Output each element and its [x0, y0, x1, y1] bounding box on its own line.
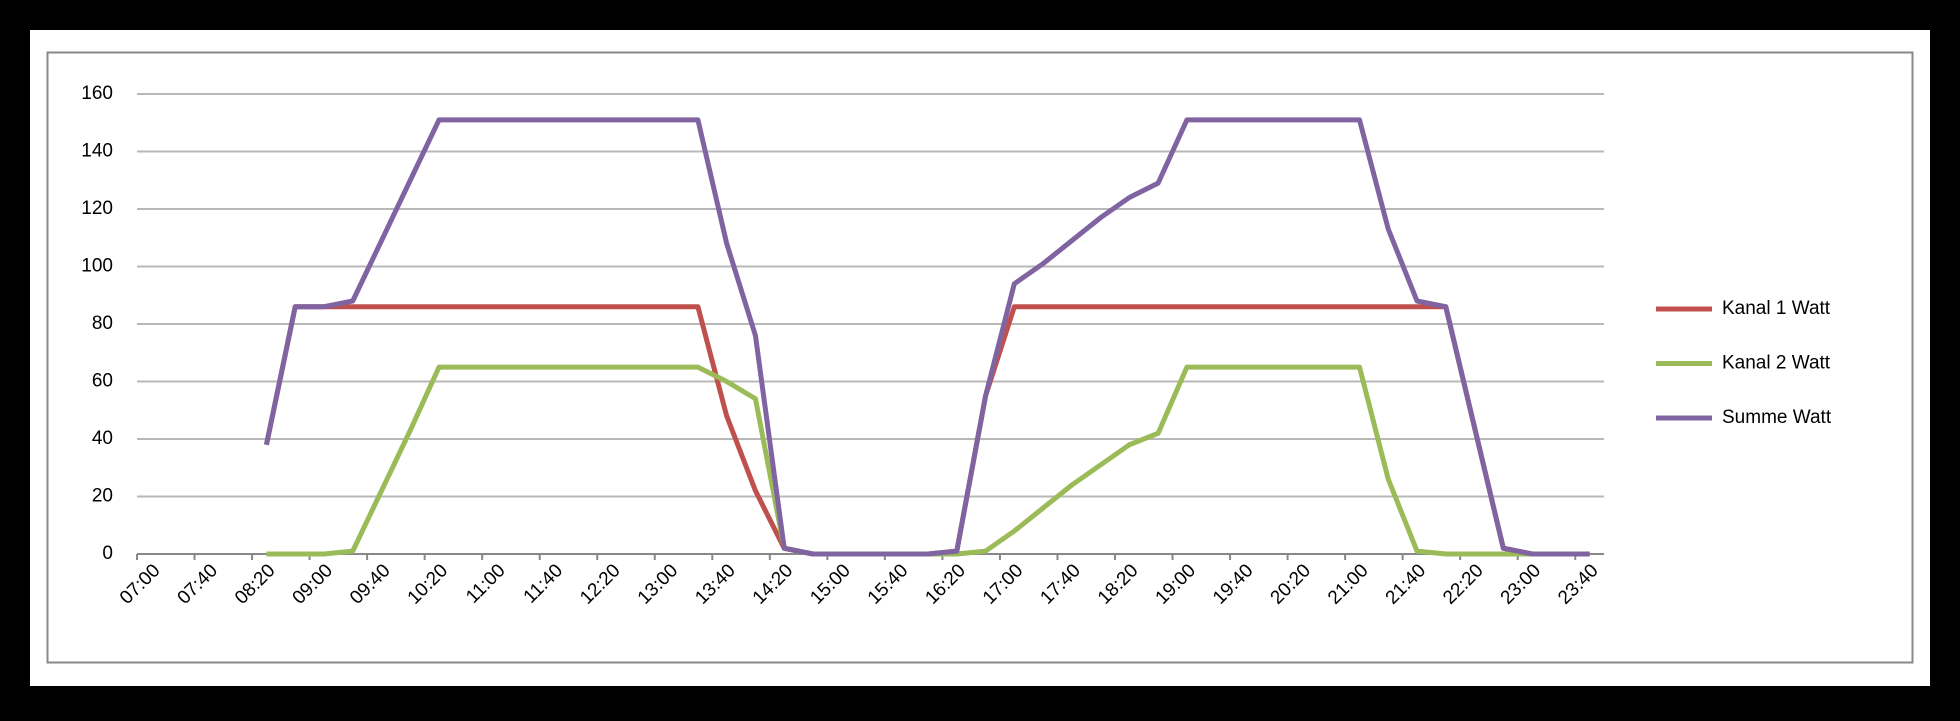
y-tick-label: 40	[92, 428, 113, 449]
series-line	[263, 117, 1590, 557]
legend-label: Kanal 2 Watt	[1722, 353, 1831, 374]
y-tick-label: 160	[81, 83, 113, 104]
y-tick-label: 0	[102, 543, 113, 564]
legend-label: Kanal 1 Watt	[1722, 298, 1831, 319]
y-tick-label: 80	[92, 313, 113, 334]
legend-label: Summe Watt	[1722, 407, 1832, 428]
y-tick-label: 60	[92, 371, 113, 392]
y-tick-label: 20	[92, 486, 113, 507]
chart-border	[46, 51, 1914, 664]
y-tick-label: 120	[81, 198, 113, 219]
panel	[30, 30, 1930, 686]
y-tick-label: 140	[81, 141, 113, 162]
y-tick-label: 100	[81, 256, 113, 277]
